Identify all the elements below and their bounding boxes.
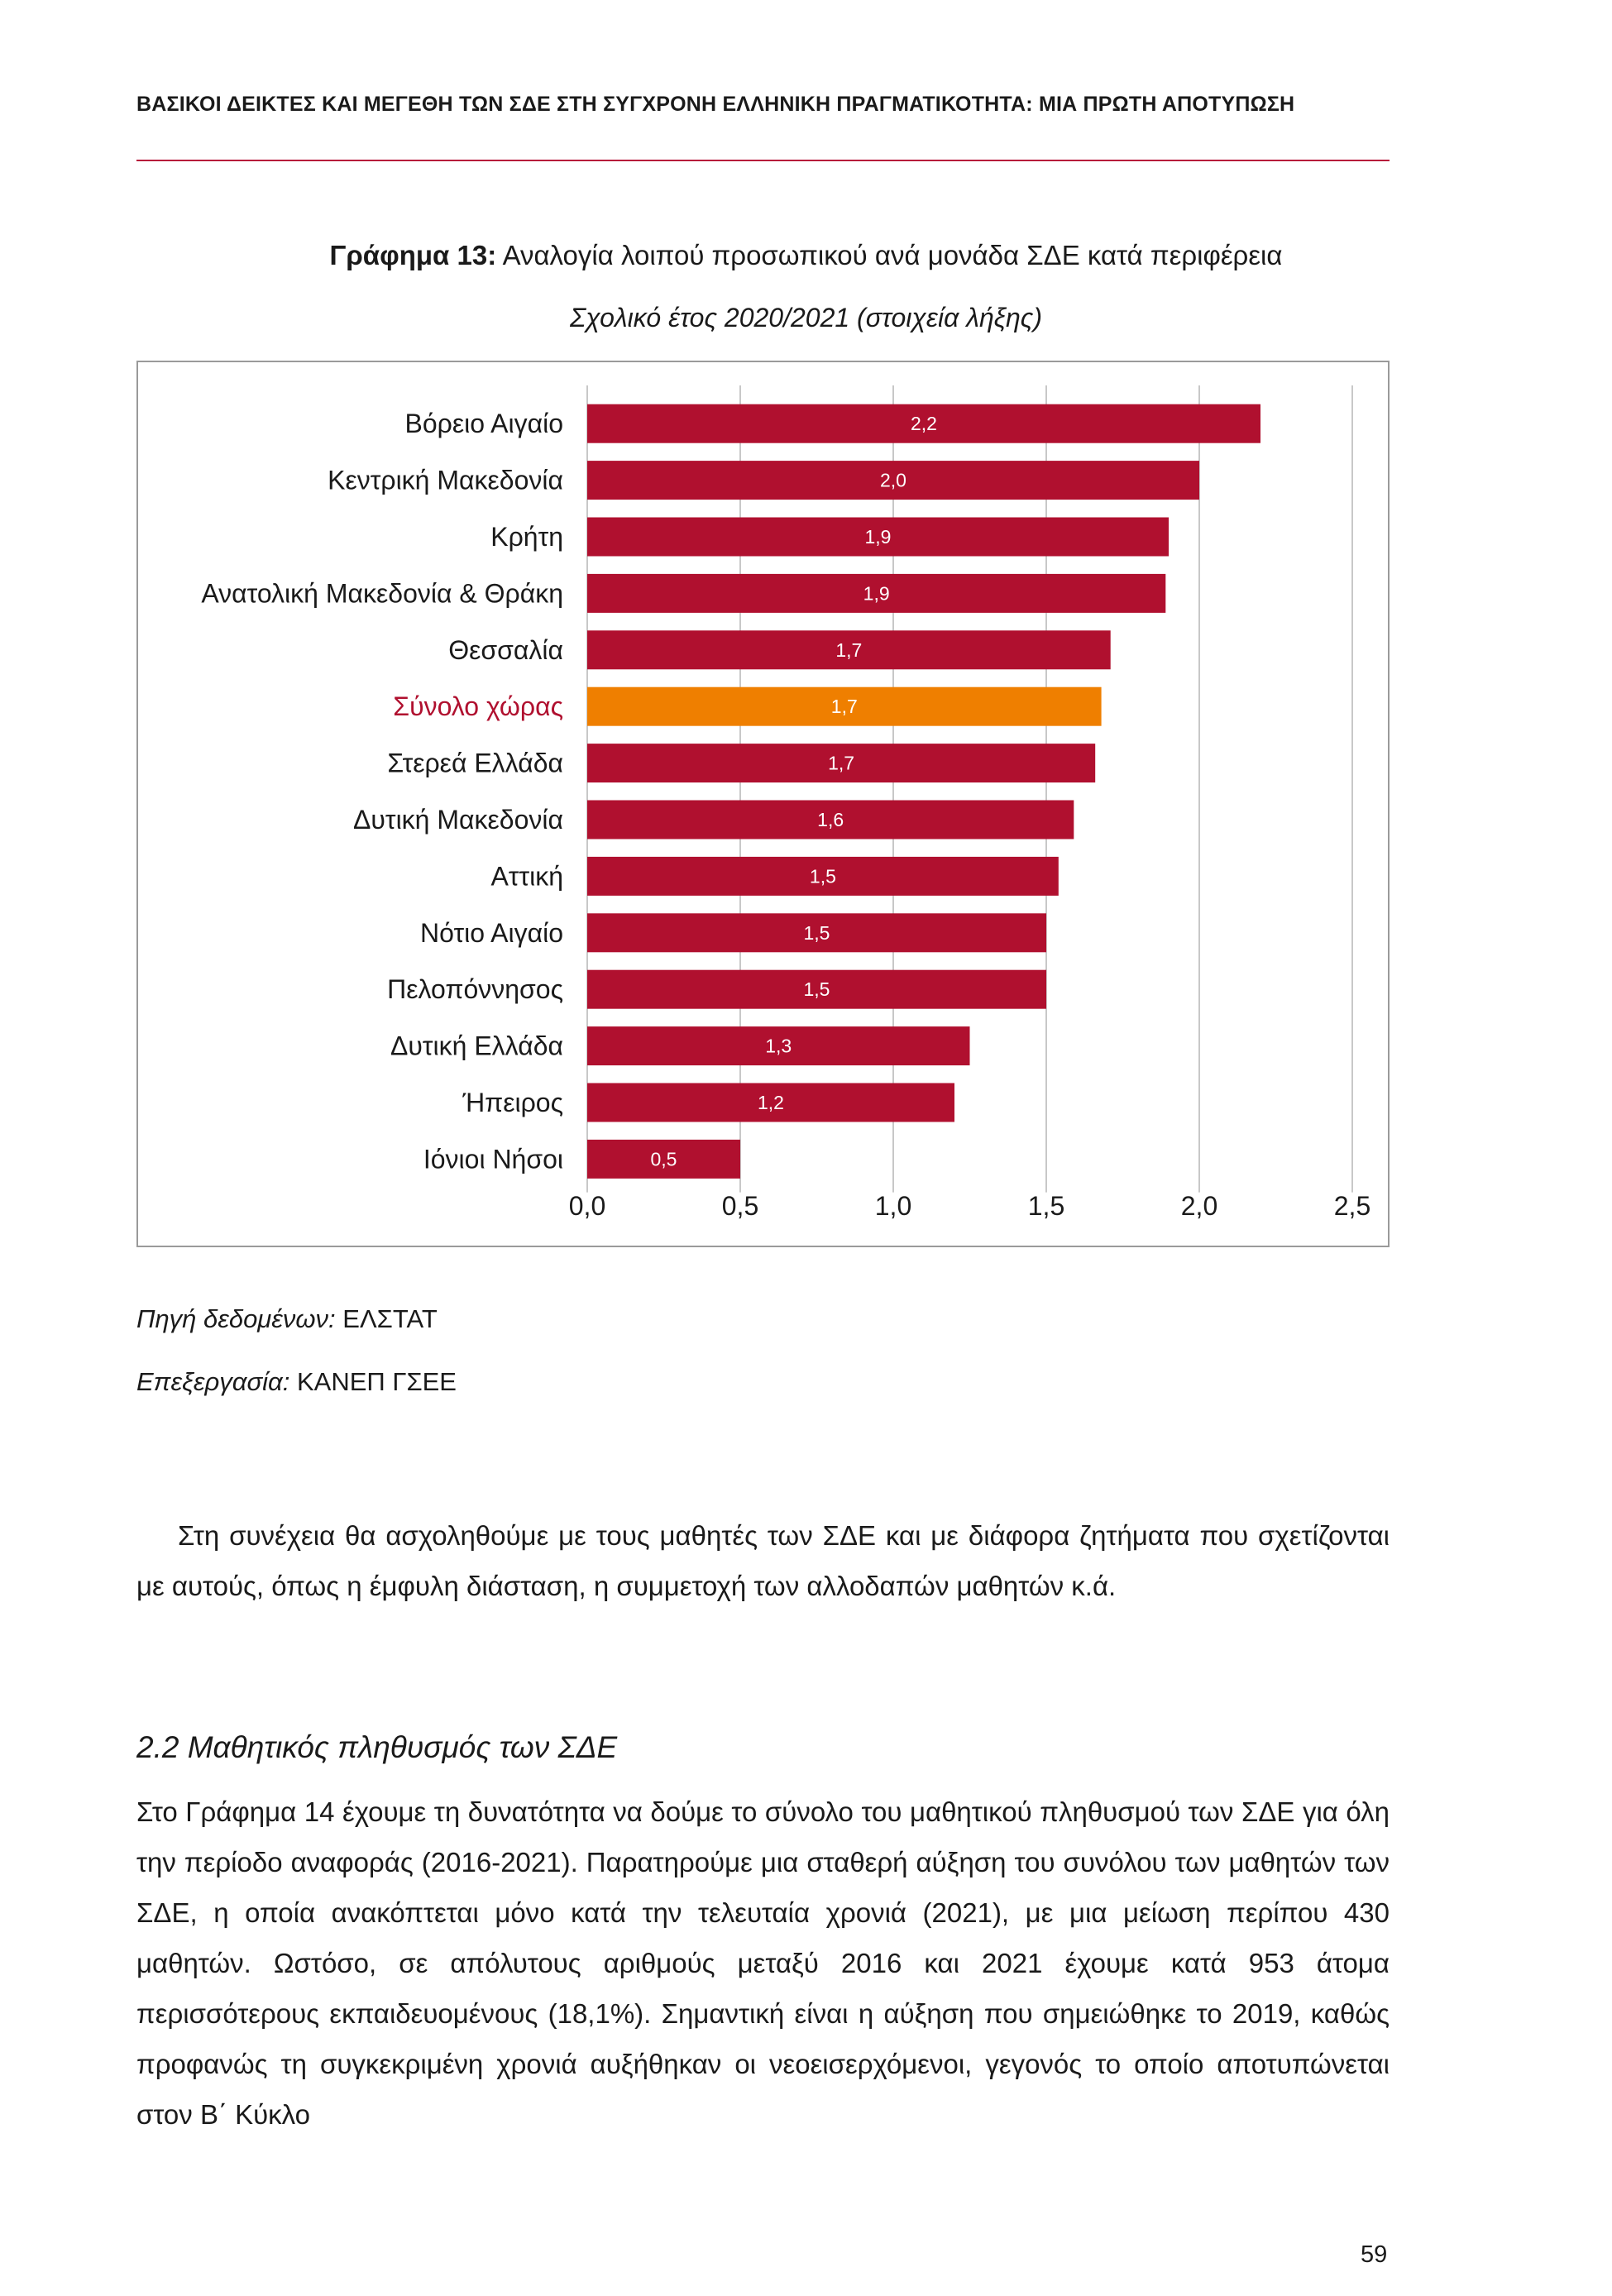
figure-title-text: Αναλογία λοιπού προσωπικού ανά μονάδα ΣΔ… <box>502 240 1283 270</box>
category-label: Αττική <box>490 861 563 891</box>
source-label: Πηγή δεδομένων: <box>136 1304 336 1333</box>
bar-value-label: 1,5 <box>804 922 830 944</box>
intro-paragraph-text: Στη συνέχεια θα ασχοληθούμε με τους μαθη… <box>136 1520 1390 1601</box>
x-tick-label: 2,5 <box>1334 1191 1370 1221</box>
x-tick-label: 0,5 <box>722 1191 758 1221</box>
category-label: Θεσσαλία <box>448 635 563 665</box>
bar-value-label: 1,9 <box>865 526 892 548</box>
bar-value-label: 1,3 <box>765 1036 792 1057</box>
bar-value-label: 0,5 <box>651 1148 677 1170</box>
bar <box>587 969 1046 1009</box>
figure-subtitle: Σχολικό έτος 2020/2021 (στοιχεία λήξης) <box>570 303 1042 332</box>
category-label: Κεντρική Μακεδονία <box>328 466 563 495</box>
bar <box>587 404 1260 443</box>
category-label: Νότιο Αιγαίο <box>420 918 563 948</box>
intro-paragraph: Στη συνέχεια θα ασχοληθούμε με τους μαθη… <box>136 1510 1390 1611</box>
bar <box>587 517 1169 557</box>
category-label: Στερεά Ελλάδα <box>387 749 563 778</box>
figure-title: Γράφημα 13: Αναλογία λοιπού προσωπικού α… <box>0 240 1612 271</box>
category-label: Πελοπόννησος <box>387 974 563 1004</box>
bar-value-label: 1,7 <box>828 753 854 774</box>
section-paragraph: Στο Γράφημα 14 έχουμε τη δυνατότητα να δ… <box>136 1787 1390 2140</box>
processing-note: Επεξεργασία: ΚΑΝΕΠ ΓΣΕΕ <box>136 1367 457 1397</box>
bar-value-label: 1,5 <box>804 978 830 1000</box>
category-label: Κρήτη <box>490 522 563 552</box>
section-heading: 2.2 Μαθητικός πληθυσμός των ΣΔΕ <box>136 1730 618 1764</box>
header-rule <box>136 160 1390 161</box>
chart-frame: 2,2 Βόρειο Αιγαίο 2,0 Κεντρική Μακεδονία 1,9… <box>136 361 1390 1247</box>
bar-value-label: 2,0 <box>880 470 906 491</box>
bar <box>587 461 1199 500</box>
category-label: Δυτική Μακεδονία <box>353 805 563 835</box>
source-note: Πηγή δεδομένων: ΕΛΣΤΑΤ <box>136 1304 438 1334</box>
bar <box>587 856 1059 896</box>
bar-value-label: 1,7 <box>831 696 858 717</box>
bar <box>587 630 1111 670</box>
category-label: Ήπειρος <box>462 1088 563 1117</box>
bar <box>587 744 1096 783</box>
x-tick-label: 1,0 <box>875 1191 911 1221</box>
source-value: ΕΛΣΤΑΤ <box>335 1304 438 1333</box>
bar-value-label: 1,2 <box>758 1092 784 1113</box>
bar-value-label: 1,5 <box>810 865 836 887</box>
bar <box>587 573 1166 613</box>
category-label: Σύνολο χώρας <box>393 691 563 721</box>
bar <box>587 913 1046 953</box>
bar <box>587 1139 740 1179</box>
x-tick-label: 2,0 <box>1181 1191 1217 1221</box>
page-number: 59 <box>1361 2241 1388 2268</box>
bar-value-label: 1,9 <box>863 582 890 604</box>
section-paragraph-text: Στο Γράφημα 14 έχουμε τη δυνατότητα να δ… <box>136 1796 1390 2130</box>
x-tick-label: 1,5 <box>1028 1191 1064 1221</box>
processing-value: ΚΑΝΕΠ ΓΣΕΕ <box>289 1367 457 1396</box>
category-label: Ιόνιοι Νήσοι <box>423 1144 563 1174</box>
category-label: Βόρειο Αιγαίο <box>405 409 564 438</box>
bar-chart: 2,2 Βόρειο Αιγαίο 2,0 Κεντρική Μακεδονία 1,9… <box>201 385 1370 1221</box>
bar <box>587 800 1074 839</box>
bar <box>587 1026 970 1066</box>
bar-value-label: 1,7 <box>835 639 862 661</box>
x-tick-label: 0,0 <box>569 1191 605 1221</box>
processing-label: Επεξεργασία: <box>136 1367 290 1396</box>
figure-label: Γράφημα 13: <box>329 240 497 270</box>
bar-value-label: 1,6 <box>817 809 844 830</box>
category-label: Ανατολική Μακεδονία & Θράκη <box>201 578 563 608</box>
bar <box>587 686 1102 726</box>
category-label: Δυτική Ελλάδα <box>390 1031 563 1061</box>
bar <box>587 1083 954 1122</box>
running-header: ΒΑΣΙΚΟΙ ΔΕΙΚΤΕΣ ΚΑΙ ΜΕΓΕΘΗ ΤΩΝ ΣΔΕ ΣΤΗ Σ… <box>136 93 1295 116</box>
bar-value-label: 2,2 <box>911 413 937 434</box>
